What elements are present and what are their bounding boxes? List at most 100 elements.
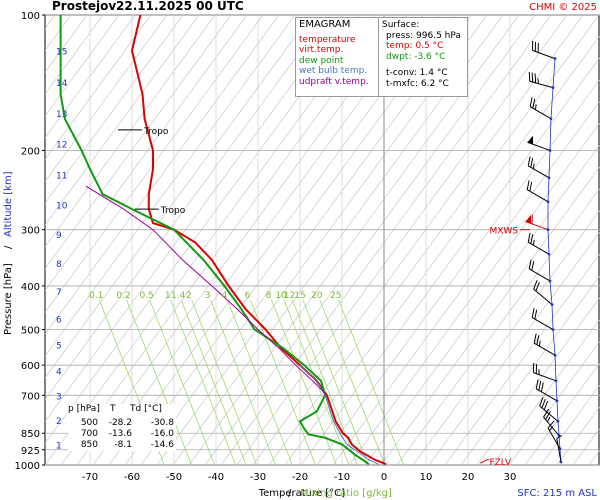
mixing-ratio-label: 15 [294, 291, 305, 301]
wind-barb [528, 259, 552, 283]
adiabat-line [45, 15, 216, 248]
wind-barb-half [534, 104, 537, 110]
wind-barb-flag [535, 364, 538, 374]
wind-barb-staff [556, 438, 562, 463]
wind-profile-line [547, 58, 562, 463]
table-row: 700 -13.6 -16.0 [68, 429, 176, 440]
x-tick-label: 0 [381, 472, 387, 483]
wind-barb [531, 308, 555, 331]
mixing-ratio-line [302, 299, 369, 465]
adiabat-line [45, 15, 104, 95]
mixing-ratio-line [180, 299, 247, 465]
wind-barb [527, 156, 551, 180]
legend-box: EMAGRAM temperature virt.temp. dew point we… [295, 17, 378, 97]
wind-barb-flag [531, 214, 533, 224]
mixing-ratio-line [191, 299, 258, 465]
mixing-ratio-line [227, 299, 293, 465]
adiabat-line [220, 15, 552, 465]
mixing-ratio-label: 10 [275, 291, 287, 301]
wind-barb-dot [556, 419, 560, 423]
wind-barb [527, 232, 551, 256]
adiabat-line [45, 15, 232, 270]
legend-item: temperature [299, 34, 356, 45]
y-tick-label: 850 [21, 429, 40, 440]
y-axis-label-sep: / [3, 245, 14, 249]
adiabat-line [45, 15, 312, 379]
wind-barb-flag [535, 379, 539, 389]
legend-item: virt.temp. [299, 45, 344, 55]
mixing-ratio-line [250, 299, 316, 465]
x-tick-label: -60 [124, 472, 140, 483]
wind-barb-dot [548, 149, 552, 152]
table-cell: -16.0 [150, 429, 174, 439]
y-tick-label: 925 [21, 446, 40, 457]
table-cell: -28.2 [108, 418, 132, 428]
table-cell: -13.6 [108, 429, 132, 439]
adiabat-line [380, 165, 600, 465]
mixing-ratio-label: 0.2 [116, 291, 130, 301]
y-tick-label: 500 [21, 326, 40, 337]
adiabat-line [348, 122, 600, 465]
wind-barb-half [549, 425, 554, 431]
y-tick-label: 700 [21, 391, 40, 402]
wind-barb-staff [529, 106, 552, 120]
y-tick-label: 200 [21, 146, 40, 157]
wind-barb-flag [543, 400, 549, 411]
wind-barb-flag [541, 398, 546, 409]
mixing-ratio-line [338, 299, 405, 465]
table-header: p [hPa] T Td [°C] [68, 404, 176, 415]
wind-barb [533, 280, 554, 306]
wind-barb-staff [533, 372, 557, 382]
wind-barb [547, 420, 562, 451]
table-cell: 500 [80, 418, 98, 428]
mixing-ratio-label: 20 [311, 291, 323, 301]
adiabat-line [524, 362, 600, 465]
y-axis-label-altitude: Altitude [km] [3, 171, 14, 237]
wind-barb-flag [533, 333, 537, 344]
wind-barb [526, 180, 550, 204]
adiabat-line [204, 15, 536, 465]
series-line-temperature [130, 15, 387, 465]
wind-barb-staff [525, 221, 549, 231]
adiabat-line [45, 15, 184, 204]
x-tick-label: -70 [82, 472, 98, 483]
table-header-p: p [hPa] [68, 404, 100, 414]
y-tick-label: 300 [21, 226, 40, 237]
wind-barb-flag [531, 40, 534, 51]
x-axis-label-temp: Temperature [°C] [258, 488, 345, 499]
wind-barb-half [538, 369, 540, 375]
adiabat-line [444, 253, 600, 465]
wind-barb-flag [530, 234, 534, 244]
table-cell: -8.1 [114, 440, 132, 450]
wind-barb-staff [528, 268, 551, 282]
adiabat-line [45, 15, 200, 226]
y-tick-label: 100 [21, 11, 40, 22]
adiabat-line [556, 405, 600, 465]
adiabat-line [45, 15, 328, 401]
adiabat-line [364, 143, 600, 465]
wind-barb-flag [529, 181, 533, 192]
adiabat-line [0, 15, 7, 465]
adiabat-line [252, 15, 584, 465]
altitude-tick-label: 3 [56, 393, 62, 403]
mixing-ratio-line [319, 299, 386, 465]
wind-barb-dot [555, 399, 559, 403]
adiabat-line [508, 340, 600, 465]
wind-barb-flag [531, 72, 534, 83]
surface-line: t-conv: 1.4 °C [386, 68, 448, 78]
mixing-ratio-label: 3 [205, 291, 211, 301]
wind-barb [525, 214, 550, 232]
adiabat-line [45, 15, 88, 73]
wind-barb-flag [539, 396, 544, 407]
wind-barb-flag [528, 259, 532, 270]
wind-barb-dot [551, 328, 555, 331]
wind-barb-flag [526, 180, 530, 190]
adiabat-line [396, 187, 600, 465]
legend-item: wet bulb temp. [299, 66, 368, 76]
x-tick-label: 30 [504, 472, 517, 483]
wind-barb-staff [543, 416, 560, 436]
legend-items: temperature virt.temp. dew point wet bulb t… [299, 35, 375, 88]
adiabat-line [572, 427, 600, 465]
x-tick-label: 20 [462, 472, 475, 483]
